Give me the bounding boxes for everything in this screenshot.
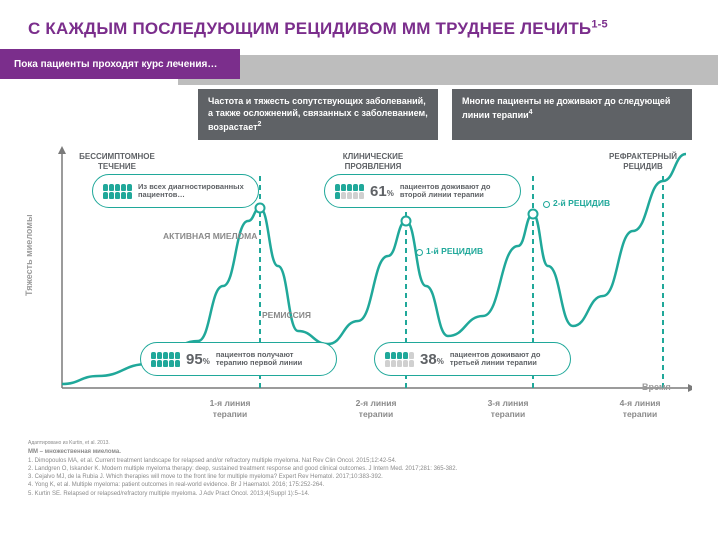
badge-percent: 61% xyxy=(370,183,394,200)
reference: 4. Yong K, et al. Multiple myeloma: pati… xyxy=(28,481,692,489)
footnote-adapted: Адаптировано из Kurtin, et al. 2013. xyxy=(28,440,692,447)
reference: 5. Kurtin SE. Relapsed or relapsed/refra… xyxy=(28,490,692,498)
stat-badge: 38% пациентов доживают до третьей линии т… xyxy=(374,342,571,376)
label-relapse-1: 1-й РЕЦИДИВ xyxy=(416,246,483,256)
footnotes: Адаптировано из Kurtin, et al. 2013. ММ … xyxy=(28,440,692,497)
reference: 3. Cejalvo MJ, de la Rubia J. Which ther… xyxy=(28,473,692,481)
badge-percent: 95% xyxy=(186,351,210,368)
people-icon xyxy=(151,352,180,367)
x-axis-title: Время xyxy=(642,382,671,392)
info-row: Частота и тяжесть сопутствующих заболева… xyxy=(198,89,692,140)
reference: 1. Dimopoulos MA, et al. Current treatme… xyxy=(28,457,692,465)
label-active: АКТИВНАЯ МИЕЛОМА xyxy=(163,231,257,241)
xlabel-2: 2-я линия терапии xyxy=(346,398,406,418)
slide-title: С КАЖДЫМ ПОСЛЕДУЮЩИМ РЕЦИДИВОМ ММ ТРУДНЕ… xyxy=(28,18,692,39)
banner-stack: Пока пациенты проходят курс лечения… xyxy=(28,49,692,85)
banner-purple: Пока пациенты проходят курс лечения… xyxy=(0,49,240,79)
badge-text: Из всех диагностированных пациентов… xyxy=(138,183,248,200)
stat-badge: 61% пациентов доживают до второй линии те… xyxy=(324,174,521,208)
banner-grey xyxy=(178,55,718,85)
xlabel-3: 3-я линия терапии xyxy=(478,398,538,418)
people-icon xyxy=(103,184,132,199)
label-relapse-2: 2-й РЕЦИДИВ xyxy=(543,198,610,208)
stat-badge: 95% пациентов получают терапию первой лин… xyxy=(140,342,337,376)
title-sup: 1-5 xyxy=(591,18,608,30)
title-main: С КАЖДЫМ ПОСЛЕДУЮЩИМ РЕЦИДИВОМ ММ ТРУДНЕ… xyxy=(28,19,591,38)
people-icon xyxy=(385,352,414,367)
xlabel-1: 1-я линия терапии xyxy=(200,398,260,418)
info-left: Частота и тяжесть сопутствующих заболева… xyxy=(198,89,438,140)
stat-badge: Из всех диагностированных пациентов… xyxy=(92,174,259,208)
label-remission: РЕМИССИЯ xyxy=(262,310,311,320)
badge-text: пациентов доживают до второй линии терап… xyxy=(400,183,510,200)
badge-percent: 38% xyxy=(420,351,444,368)
people-icon xyxy=(335,184,364,199)
badge-text: пациентов доживают до третьей линии тера… xyxy=(450,351,560,368)
info-right: Многие пациенты не доживают до следующей… xyxy=(452,89,692,140)
xlabel-4: 4-я линия терапии xyxy=(610,398,670,418)
reference: 2. Landgren O, Iskander K. Modern multip… xyxy=(28,465,692,473)
footnote-abbrev: ММ – множественная миелома. xyxy=(28,448,692,456)
chart: Тяжесть миеломы БЕССИМПТОМНОЕ ТЕЧЕНИЕ КЛ… xyxy=(28,146,692,436)
badge-text: пациентов получают терапию первой линии xyxy=(216,351,326,368)
